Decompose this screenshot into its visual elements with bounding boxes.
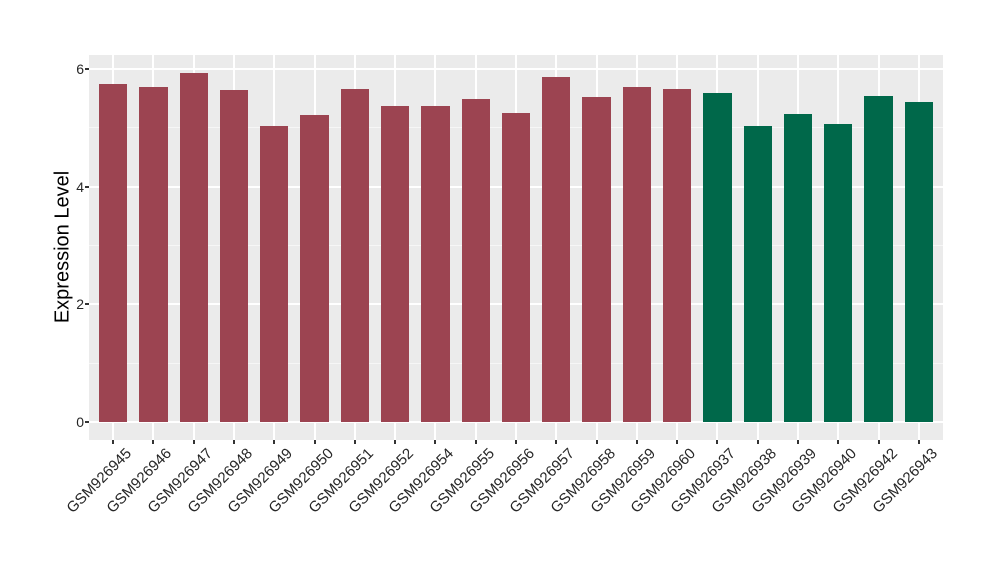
- bar: [300, 114, 329, 422]
- x-tick-mark: [515, 440, 517, 444]
- bar: [139, 86, 168, 422]
- x-tick-mark: [152, 440, 155, 444]
- y-tick-mark: [85, 420, 89, 423]
- x-tick-mark: [635, 440, 638, 444]
- bar: [582, 97, 611, 422]
- x-tick-mark: [313, 440, 316, 444]
- bar: [703, 93, 732, 422]
- x-tick-mark: [353, 440, 356, 444]
- x-tick-mark: [273, 440, 276, 444]
- x-tick-mark: [716, 440, 719, 444]
- x-tick-mark: [192, 440, 195, 444]
- x-tick-mark: [796, 440, 799, 444]
- bar: [260, 126, 289, 422]
- bar: [219, 90, 249, 422]
- x-tick-mark: [837, 440, 840, 444]
- y-axis-tick-labels: 0 2 4 6: [0, 0, 84, 580]
- bar: [99, 84, 128, 422]
- bar: [622, 87, 651, 422]
- bar: [542, 76, 571, 422]
- plot-panel: [89, 55, 943, 440]
- bar: [783, 114, 813, 422]
- bar: [663, 89, 692, 422]
- x-tick-mark: [555, 440, 558, 444]
- bar: [864, 96, 893, 422]
- y-tick-label: 0: [76, 413, 84, 430]
- y-tick-mark: [85, 303, 89, 306]
- x-tick-mark: [112, 440, 115, 444]
- x-tick-mark: [877, 440, 880, 444]
- bar: [381, 105, 410, 422]
- y-tick-mark: [85, 68, 89, 71]
- x-tick-mark: [756, 440, 759, 444]
- y-tick-label: 4: [76, 178, 84, 195]
- bar: [421, 106, 450, 422]
- bar: [904, 102, 933, 422]
- bar: [179, 73, 208, 422]
- bar: [824, 123, 853, 422]
- y-tick-label: 6: [76, 61, 84, 78]
- bar: [501, 113, 531, 422]
- x-tick-mark: [233, 440, 236, 444]
- x-tick-mark: [434, 440, 437, 444]
- x-tick-mark: [917, 440, 920, 444]
- y-tick-mark: [85, 185, 89, 188]
- y-tick-label: 2: [76, 296, 84, 313]
- x-tick-mark: [676, 440, 679, 444]
- x-tick-mark: [595, 440, 598, 444]
- bar: [743, 125, 772, 422]
- bar: [461, 99, 490, 422]
- bar: [340, 88, 369, 422]
- x-tick-mark: [474, 440, 477, 444]
- x-tick-mark: [394, 440, 397, 444]
